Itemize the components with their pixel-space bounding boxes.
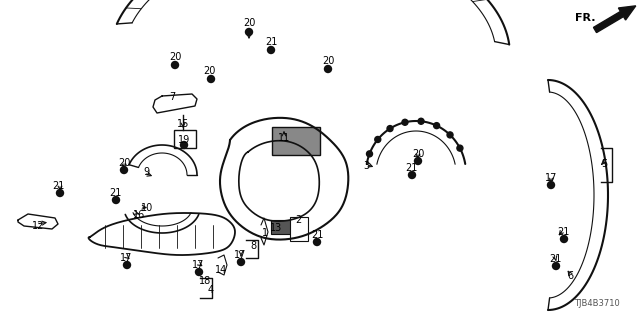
Circle shape [375, 136, 381, 142]
Text: 7: 7 [169, 92, 175, 102]
Circle shape [415, 157, 422, 164]
Text: 2: 2 [295, 215, 301, 225]
Circle shape [113, 196, 120, 204]
Circle shape [434, 123, 440, 129]
Circle shape [561, 236, 568, 243]
FancyBboxPatch shape [272, 127, 320, 155]
Text: TJB4B3710: TJB4B3710 [574, 299, 620, 308]
Circle shape [246, 28, 253, 36]
Text: 14: 14 [215, 265, 227, 275]
Text: 3: 3 [363, 161, 369, 171]
Circle shape [324, 66, 332, 73]
Circle shape [120, 166, 127, 173]
Bar [271, 220, 293, 234]
Circle shape [402, 119, 408, 125]
Text: 20: 20 [412, 149, 424, 159]
Text: 4: 4 [208, 285, 214, 295]
Text: 18: 18 [199, 276, 211, 286]
Bar [174, 130, 196, 148]
Text: 17: 17 [545, 173, 557, 183]
Circle shape [367, 151, 372, 157]
Circle shape [457, 145, 463, 151]
Text: 17: 17 [120, 253, 132, 263]
Text: 21: 21 [311, 230, 323, 240]
Text: 20: 20 [169, 52, 181, 62]
Circle shape [547, 181, 554, 188]
Text: 15: 15 [177, 119, 189, 129]
Circle shape [447, 132, 453, 138]
Text: 21: 21 [557, 227, 569, 237]
Text: 17: 17 [234, 250, 246, 260]
Circle shape [172, 61, 179, 68]
FancyArrow shape [593, 6, 636, 33]
Text: 21: 21 [405, 163, 417, 173]
Circle shape [124, 261, 131, 268]
Text: 21: 21 [549, 254, 561, 264]
Text: 21: 21 [265, 37, 277, 47]
Text: 8: 8 [250, 241, 256, 251]
Bar [290, 217, 308, 241]
Circle shape [56, 189, 63, 196]
Circle shape [418, 118, 424, 124]
Circle shape [207, 76, 214, 83]
Text: 20: 20 [118, 158, 130, 168]
Circle shape [408, 172, 415, 179]
Text: 5: 5 [601, 159, 607, 169]
Text: 20: 20 [203, 66, 215, 76]
Text: 21: 21 [52, 181, 64, 191]
Circle shape [237, 259, 244, 266]
Text: 20: 20 [322, 56, 334, 66]
Text: 17: 17 [192, 260, 204, 270]
Text: 21: 21 [109, 188, 121, 198]
Text: 9: 9 [143, 167, 149, 177]
Text: 16: 16 [133, 210, 145, 220]
Circle shape [387, 125, 393, 132]
Text: 1: 1 [262, 228, 268, 238]
Circle shape [195, 268, 202, 276]
Text: FR.: FR. [575, 13, 595, 23]
Text: 6: 6 [567, 271, 573, 281]
Circle shape [314, 238, 321, 245]
Circle shape [268, 46, 275, 53]
Text: 19: 19 [178, 135, 190, 145]
Text: 20: 20 [243, 18, 255, 28]
Circle shape [552, 262, 559, 269]
Text: 13: 13 [270, 223, 282, 233]
Text: 10: 10 [141, 203, 153, 213]
Text: 11: 11 [278, 133, 290, 143]
Text: 12: 12 [32, 221, 44, 231]
Circle shape [180, 141, 188, 148]
